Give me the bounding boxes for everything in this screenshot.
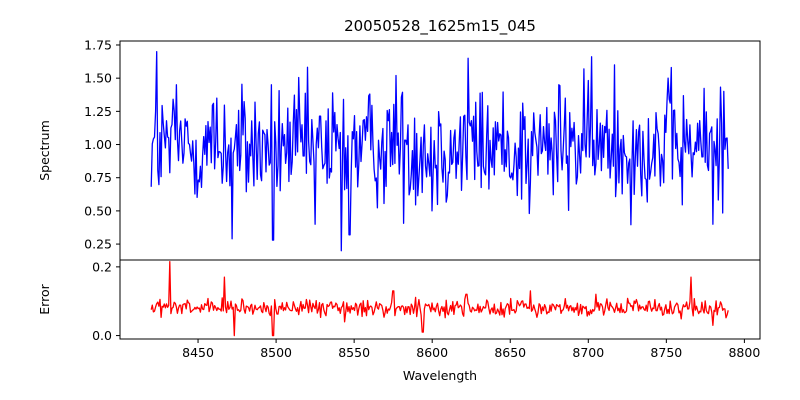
spectrum-y-tick-label: 0.75	[84, 170, 112, 185]
spectrum-y-tick-label: 1.00	[84, 137, 112, 152]
error-line	[150, 261, 729, 337]
error-panel: 0.0 0.2 Error	[37, 259, 761, 343]
spectrum-y-label: Spectrum	[37, 120, 52, 181]
spectrum-y-tick-label: 1.50	[84, 71, 112, 86]
spectrum-y-tick-label: 0.25	[84, 237, 112, 252]
x-axis-label: Wavelength	[403, 368, 477, 383]
spectrum-y-tick-label: 1.75	[84, 37, 112, 52]
error-frame	[119, 259, 761, 340]
error-y-tick-label: 0.0	[92, 328, 112, 343]
x-tick-label: 8600	[416, 345, 448, 360]
x-axis: 8450 8500 8550 8600 8650 8700 8750 8800	[182, 339, 760, 360]
chart-title: 20050528_1625m15_045	[344, 17, 536, 36]
spectrum-line	[150, 50, 729, 252]
x-tick-label: 8550	[338, 345, 370, 360]
x-tick-label: 8650	[494, 345, 526, 360]
x-tick-label: 8700	[572, 345, 604, 360]
x-tick-label: 8450	[182, 345, 214, 360]
spectrum-panel: 0.25 0.50 0.75 1.00 1.25 1.50 1.75 Spectrum	[37, 37, 761, 261]
x-tick-label: 8800	[728, 345, 760, 360]
spectrum-y-tick-label: 0.50	[84, 203, 112, 218]
x-tick-label: 8750	[650, 345, 682, 360]
error-y-tick-label: 0.2	[92, 259, 112, 274]
spectrum-y-tick-label: 1.25	[84, 104, 112, 119]
x-tick-label: 8500	[260, 345, 292, 360]
error-y-label: Error	[37, 283, 52, 314]
